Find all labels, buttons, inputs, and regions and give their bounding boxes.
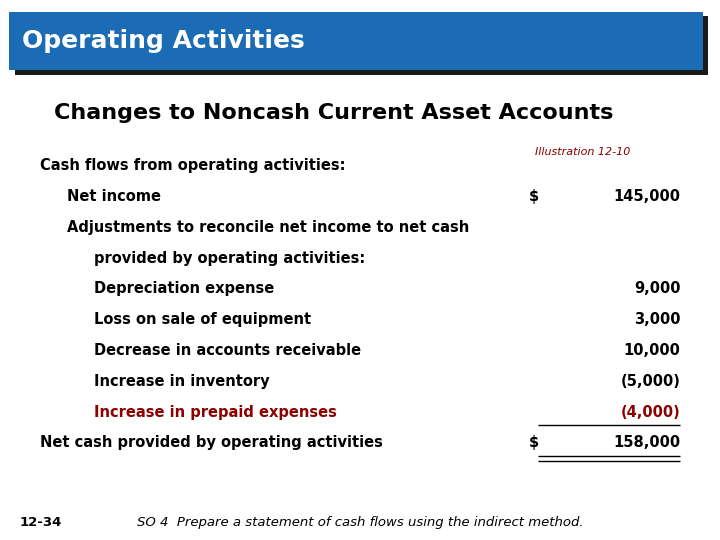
Text: $: $ [529, 189, 539, 204]
Text: (5,000): (5,000) [621, 374, 680, 389]
Text: (4,000): (4,000) [621, 404, 680, 420]
Text: Changes to Noncash Current Asset Accounts: Changes to Noncash Current Asset Account… [54, 103, 613, 124]
Text: 10,000: 10,000 [624, 343, 680, 358]
Text: Depreciation expense: Depreciation expense [94, 281, 274, 296]
Text: 3,000: 3,000 [634, 312, 680, 327]
Text: Adjustments to reconcile net income to net cash: Adjustments to reconcile net income to n… [67, 220, 469, 235]
Text: provided by operating activities:: provided by operating activities: [94, 251, 366, 266]
Text: Loss on sale of equipment: Loss on sale of equipment [94, 312, 312, 327]
Text: 145,000: 145,000 [613, 189, 680, 204]
Text: Increase in prepaid expenses: Increase in prepaid expenses [94, 404, 337, 420]
FancyBboxPatch shape [9, 12, 703, 70]
Text: Decrease in accounts receivable: Decrease in accounts receivable [94, 343, 361, 358]
Text: 9,000: 9,000 [634, 281, 680, 296]
Text: Operating Activities: Operating Activities [22, 29, 305, 53]
FancyBboxPatch shape [15, 16, 708, 75]
Text: 158,000: 158,000 [613, 435, 680, 450]
Text: Illustration 12-10: Illustration 12-10 [535, 147, 630, 157]
Text: Net cash provided by operating activities: Net cash provided by operating activitie… [40, 435, 382, 450]
Text: SO 4  Prepare a statement of cash flows using the indirect method.: SO 4 Prepare a statement of cash flows u… [137, 516, 583, 529]
Text: Net income: Net income [67, 189, 161, 204]
Text: 12-34: 12-34 [19, 516, 62, 529]
Text: $: $ [529, 435, 539, 450]
Text: Cash flows from operating activities:: Cash flows from operating activities: [40, 158, 345, 173]
Text: Increase in inventory: Increase in inventory [94, 374, 270, 389]
